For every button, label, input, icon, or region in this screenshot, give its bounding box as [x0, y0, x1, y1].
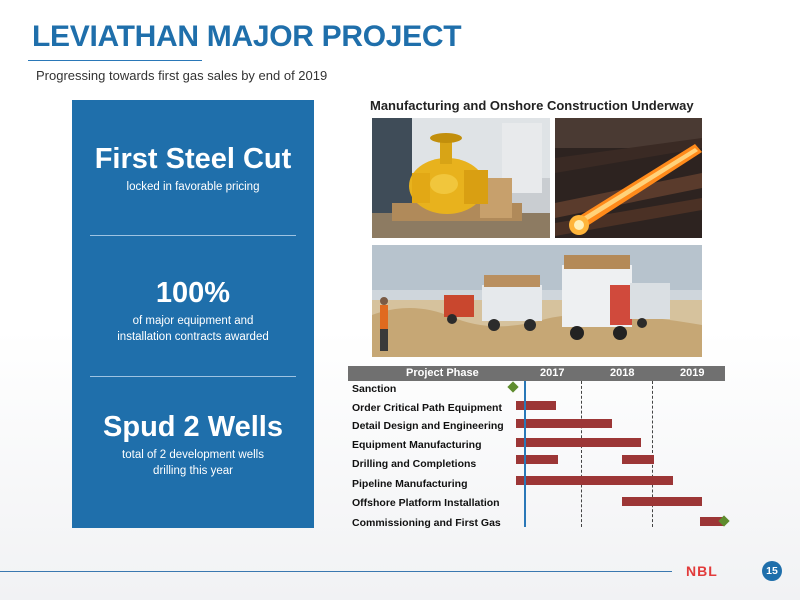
- bar-drilling-2018: [622, 455, 654, 464]
- yellow-valve-photo: [372, 118, 550, 238]
- phase-label-platform: Offshore Platform Installation: [352, 497, 500, 509]
- footer-rule: [0, 571, 672, 572]
- current-date-line: [524, 381, 526, 527]
- company-logo: NBL: [686, 563, 718, 579]
- phase-column-header: Project Phase: [406, 367, 479, 379]
- highlight-caption-line-1: of major equipment and: [132, 315, 254, 328]
- highlight-caption-line-1: total of 2 development wells: [122, 449, 264, 462]
- phase-label-pipeline: Pipeline Manufacturing: [352, 478, 468, 490]
- phase-label-commissioning: Commissioning and First Gas: [352, 517, 501, 529]
- schedule-header: Project Phase 2017 2018 2019: [348, 366, 725, 381]
- year-2019-header: 2019: [680, 367, 705, 379]
- highlight-caption-line-2: drilling this year: [153, 464, 233, 477]
- highlight-caption-line-2: installation contracts awarded: [117, 330, 269, 343]
- highlight-contracts: 100% of major equipment and installation…: [72, 278, 314, 345]
- sanction-milestone: [507, 381, 519, 393]
- title-underline: [28, 60, 202, 61]
- bar-pipeline: [516, 476, 673, 485]
- phase-label-sanction: Sanction: [352, 383, 397, 395]
- bar-equipment-manufacturing: [516, 438, 641, 447]
- page-number: 15: [762, 561, 782, 581]
- phase-label-detail-design: Detail Design and Engineering: [352, 420, 504, 432]
- highlight-wells: Spud 2 Wells total of 2 development well…: [72, 412, 314, 479]
- bar-order-equipment: [516, 401, 556, 410]
- highlights-panel: First Steel Cut locked in favorable pric…: [72, 100, 314, 528]
- page-subtitle: Progressing towards first gas sales by e…: [36, 68, 328, 83]
- highlight-caption: locked in favorable pricing: [126, 181, 260, 194]
- bar-commissioning: [700, 517, 724, 526]
- bar-detail-design: [516, 419, 612, 428]
- photos-title: Manufacturing and Onshore Construction U…: [370, 98, 694, 113]
- bar-drilling-2017: [516, 455, 558, 464]
- phase-label-order-equipment: Order Critical Path Equipment: [352, 402, 502, 414]
- highlight-headline: 100%: [155, 277, 231, 309]
- highlight-headline: First Steel Cut: [94, 143, 292, 175]
- year-divider-2018: [581, 381, 582, 527]
- year-2018-header: 2018: [610, 367, 635, 379]
- dump-trucks-photo: [372, 245, 702, 357]
- panel-divider: [90, 376, 296, 377]
- phase-label-equipment-manufacturing: Equipment Manufacturing: [352, 439, 482, 451]
- page-title: LEVIATHAN MAJOR PROJECT: [32, 20, 462, 53]
- phase-label-drilling: Drilling and Completions: [352, 458, 477, 470]
- bar-platform: [622, 497, 702, 506]
- highlight-headline: Spud 2 Wells: [103, 411, 283, 443]
- panel-divider: [90, 235, 296, 236]
- highlight-steel-cut: First Steel Cut locked in favorable pric…: [72, 144, 314, 196]
- year-divider-2019: [652, 381, 653, 527]
- glowing-pipe-photo: [555, 118, 702, 238]
- year-2017-header: 2017: [540, 367, 565, 379]
